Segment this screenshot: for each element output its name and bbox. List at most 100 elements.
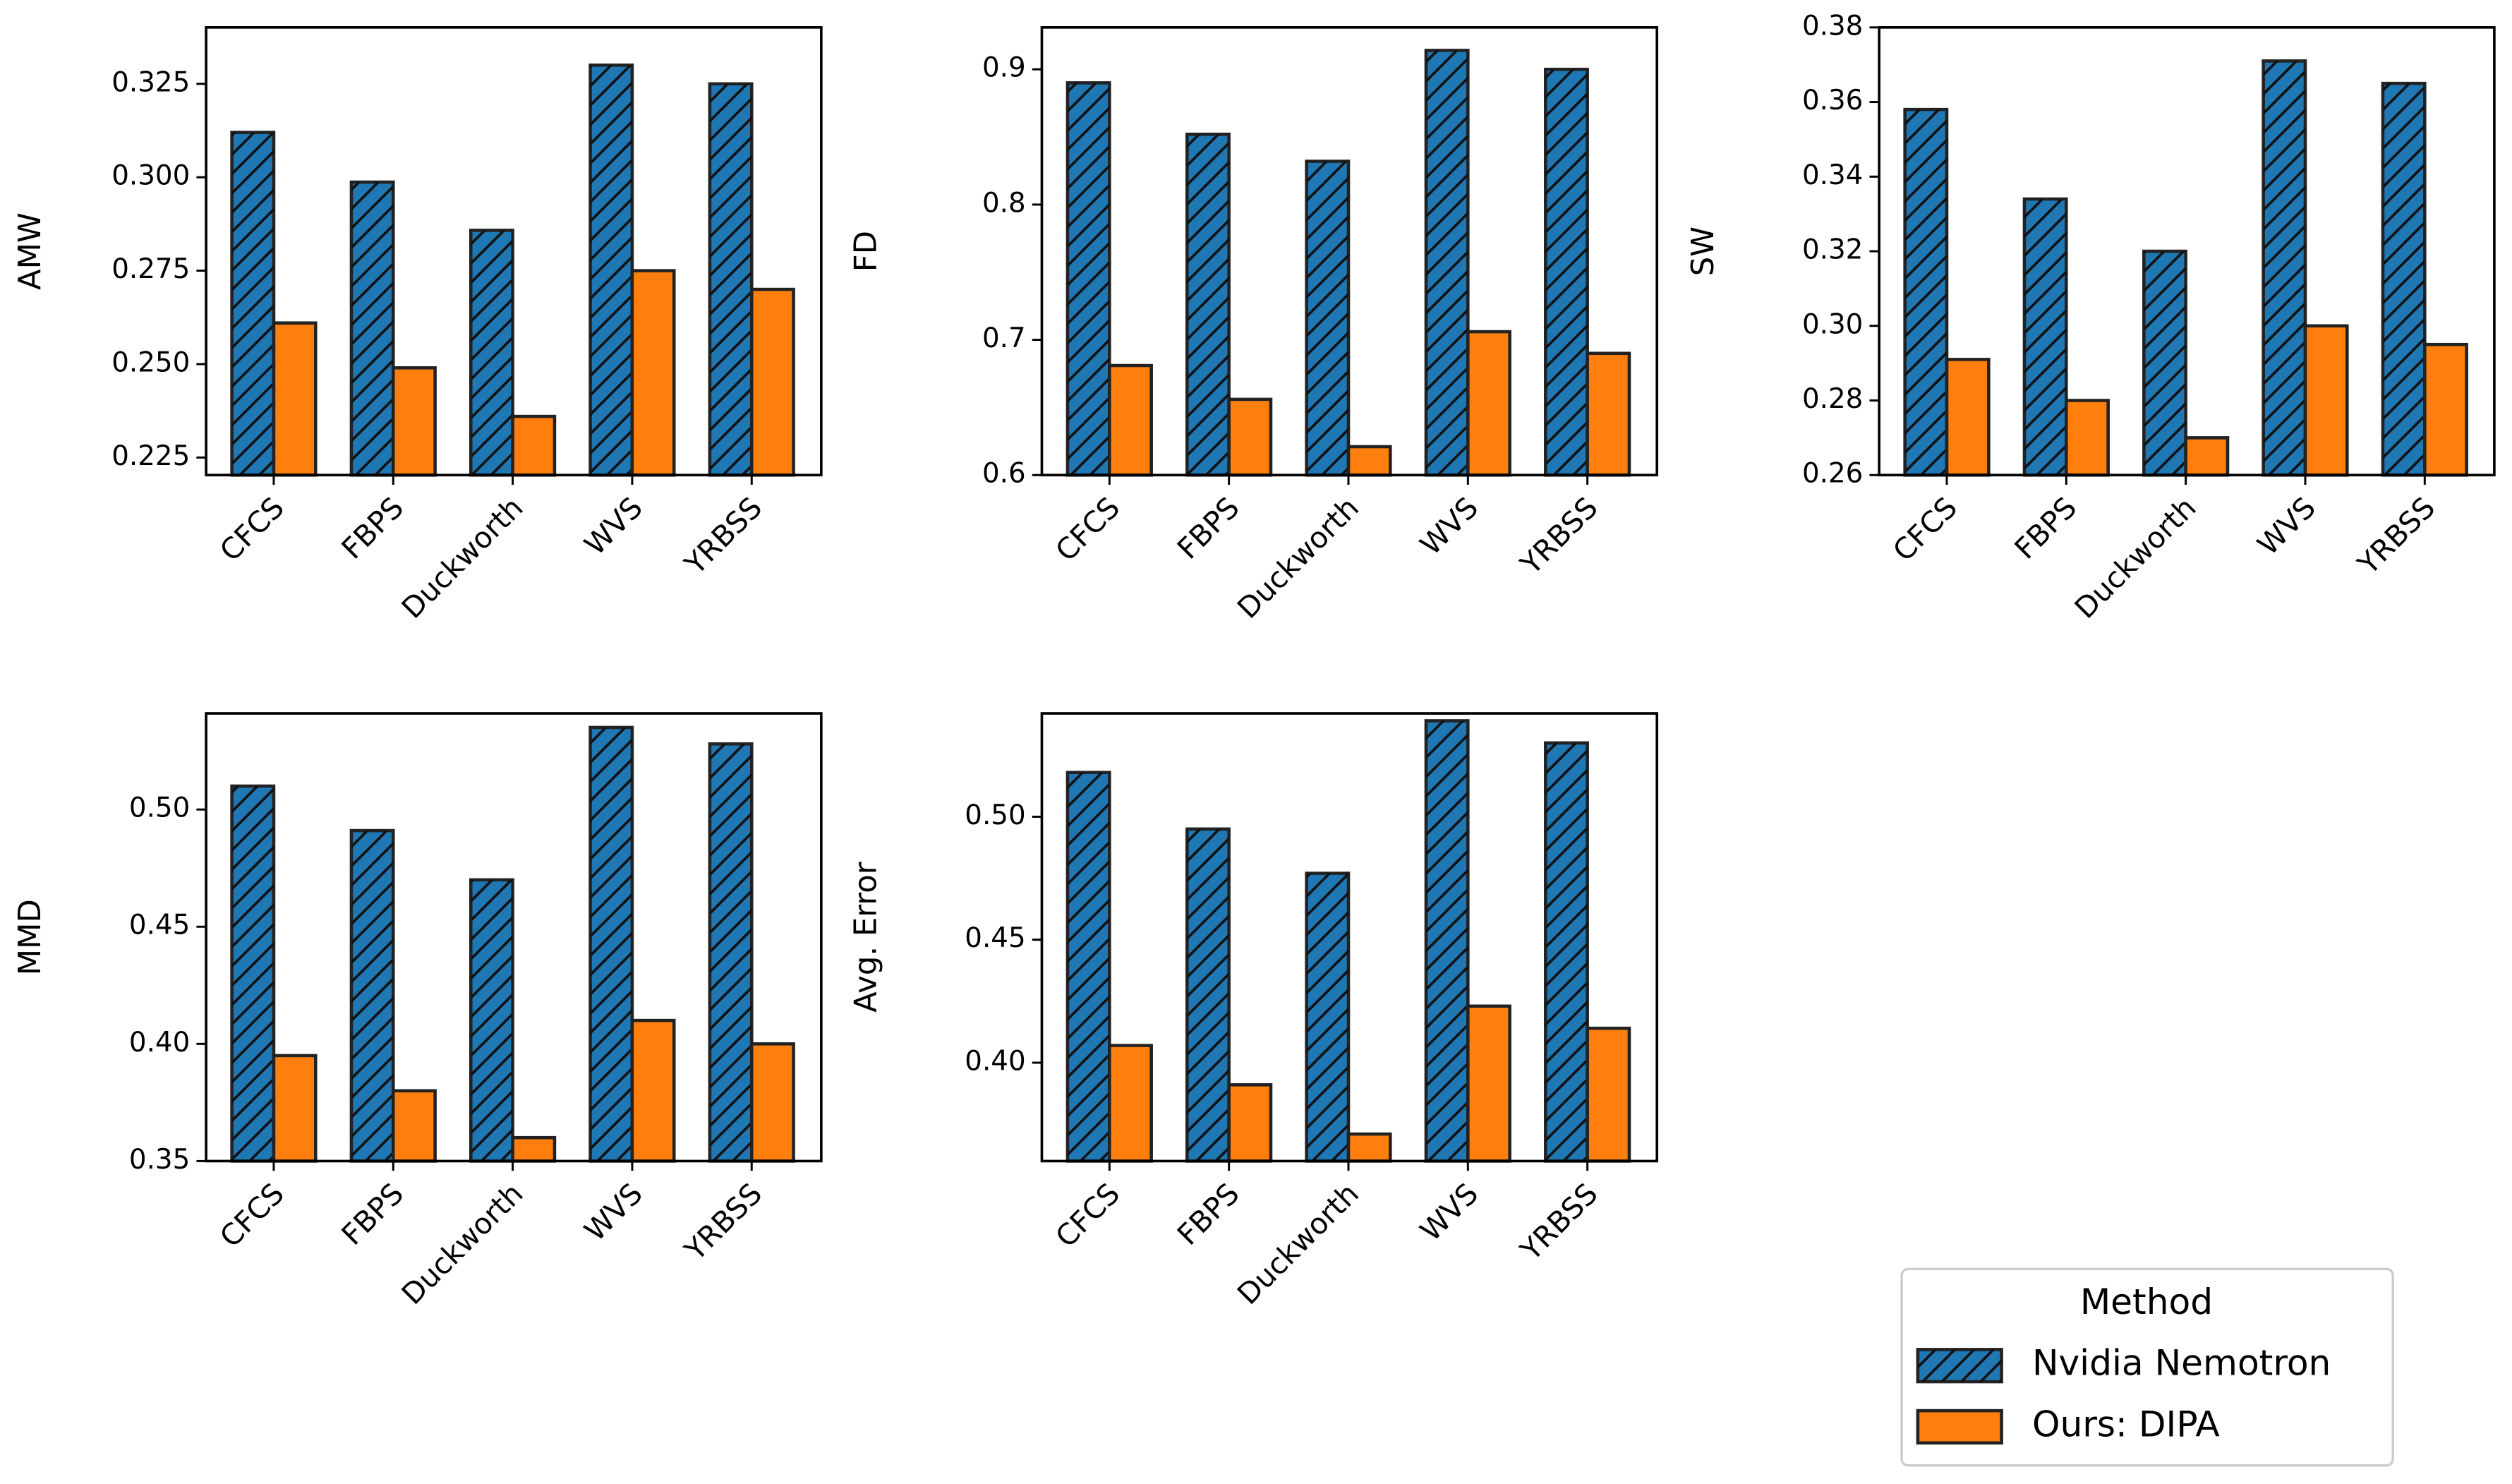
bar-hatch <box>590 65 632 476</box>
bar <box>1227 397 1273 477</box>
bar-hatch <box>1068 772 1110 1162</box>
bar <box>2065 399 2110 477</box>
bar <box>391 1089 437 1163</box>
axes-frame <box>1040 712 1659 1163</box>
bar <box>2423 342 2468 477</box>
y-axis-label: Avg. Error <box>849 862 884 1013</box>
x-tick-label: Duckworth <box>1231 1176 1365 1311</box>
bar <box>1466 1004 1511 1163</box>
bar <box>2303 324 2349 477</box>
y-tick-label: 0.275 <box>111 253 190 285</box>
x-tick-label: CFCS <box>1886 490 1964 568</box>
bar <box>630 269 676 477</box>
x-tick-label: WVS <box>578 1176 649 1248</box>
x-tick-label: YRBSS <box>1514 490 1605 581</box>
bar <box>511 414 557 477</box>
bar-hatch <box>231 132 274 476</box>
bar-hatch <box>471 230 513 476</box>
x-tick-label: FBPS <box>1171 1176 1246 1252</box>
bar <box>1586 351 1631 477</box>
bar-hatch <box>1545 742 1588 1162</box>
legend-label: Nvidia Nemotron <box>2032 1342 2331 1384</box>
y-tick-label: 0.45 <box>129 910 190 941</box>
y-tick-label: 0.6 <box>982 458 1026 490</box>
legend-swatch-hatch <box>1917 1349 2002 1382</box>
y-tick-label: 0.300 <box>111 160 190 192</box>
axes-frame <box>205 712 823 1163</box>
bar-hatch <box>351 831 394 1162</box>
bar-hatch <box>1187 134 1229 476</box>
bar <box>1466 330 1511 477</box>
bar <box>1586 1026 1631 1163</box>
x-tick-label: CFCS <box>1049 1176 1127 1254</box>
bar-hatch <box>2382 83 2425 476</box>
bar <box>749 1042 795 1163</box>
x-tick-label: CFCS <box>1049 490 1127 568</box>
bar <box>511 1135 557 1163</box>
bar <box>749 287 795 477</box>
bar <box>1108 363 1153 477</box>
bar-hatch <box>1306 873 1348 1162</box>
x-tick-label: Duckworth <box>2068 490 2203 625</box>
bar-hatch <box>351 182 394 476</box>
y-tick-label: 0.50 <box>965 800 1025 831</box>
y-tick-label: 0.7 <box>982 322 1026 354</box>
y-tick-label: 0.8 <box>982 187 1026 219</box>
y-axis-label: SW <box>1686 227 1721 276</box>
x-tick-label: FBPS <box>335 490 411 566</box>
bar <box>1945 358 1991 477</box>
bar <box>1346 1132 1392 1163</box>
bar-hatch <box>1068 83 1110 476</box>
x-tick-label: Duckworth <box>1231 490 1365 625</box>
x-tick-label: WVS <box>578 490 649 562</box>
y-tick-label: 0.325 <box>111 66 190 98</box>
x-tick-label: WVS <box>1413 1176 1485 1248</box>
bar <box>272 1054 318 1163</box>
bar-hatch <box>231 785 274 1162</box>
x-tick-label: FBPS <box>2008 490 2084 566</box>
x-tick-label: YRBSS <box>1514 1176 1605 1267</box>
bar <box>1227 1083 1273 1163</box>
x-tick-label: FBPS <box>335 1176 411 1252</box>
x-tick-label: YRBSS <box>677 490 768 581</box>
x-tick-label: Duckworth <box>395 490 530 625</box>
x-tick-label: CFCS <box>213 1176 291 1254</box>
x-tick-label: CFCS <box>213 490 291 568</box>
y-tick-label: 0.45 <box>965 922 1025 954</box>
axes-frame <box>1040 26 1659 477</box>
y-tick-label: 0.250 <box>111 346 190 378</box>
y-tick-label: 0.26 <box>1802 458 1863 490</box>
y-tick-label: 0.40 <box>965 1045 1025 1077</box>
y-tick-label: 0.38 <box>1802 10 1863 42</box>
bar-hatch <box>1425 50 1468 476</box>
legend-label: Ours: DIPA <box>2032 1403 2220 1444</box>
bar-hatch <box>1425 720 1468 1162</box>
bar-hatch <box>1306 161 1348 476</box>
bar <box>630 1018 676 1163</box>
bar-hatch <box>2263 61 2305 476</box>
y-axis-label: AMW <box>13 212 48 290</box>
legend-title: Method <box>2080 1281 2213 1322</box>
legend-swatch <box>1916 1408 2003 1445</box>
y-tick-label: 0.34 <box>1802 159 1863 191</box>
bar-hatch <box>2144 251 2186 476</box>
x-tick-label: YRBSS <box>677 1176 768 1267</box>
bar-hatch <box>2024 199 2067 476</box>
y-tick-label: 0.28 <box>1802 383 1863 415</box>
axes-frame <box>1878 26 2496 477</box>
bar-hatch <box>709 744 752 1162</box>
axes-frame <box>205 26 823 477</box>
bar-hatch <box>709 83 752 476</box>
y-tick-label: 0.35 <box>129 1144 190 1176</box>
y-axis-label: MMD <box>13 899 48 975</box>
bar <box>1346 445 1392 477</box>
x-tick-label: FBPS <box>1171 490 1246 566</box>
y-tick-label: 0.9 <box>982 52 1026 84</box>
x-tick-label: WVS <box>2251 490 2322 562</box>
y-tick-label: 0.30 <box>1802 308 1863 340</box>
bar-hatch <box>1187 828 1229 1162</box>
bar <box>272 321 318 477</box>
bar <box>2184 436 2230 477</box>
